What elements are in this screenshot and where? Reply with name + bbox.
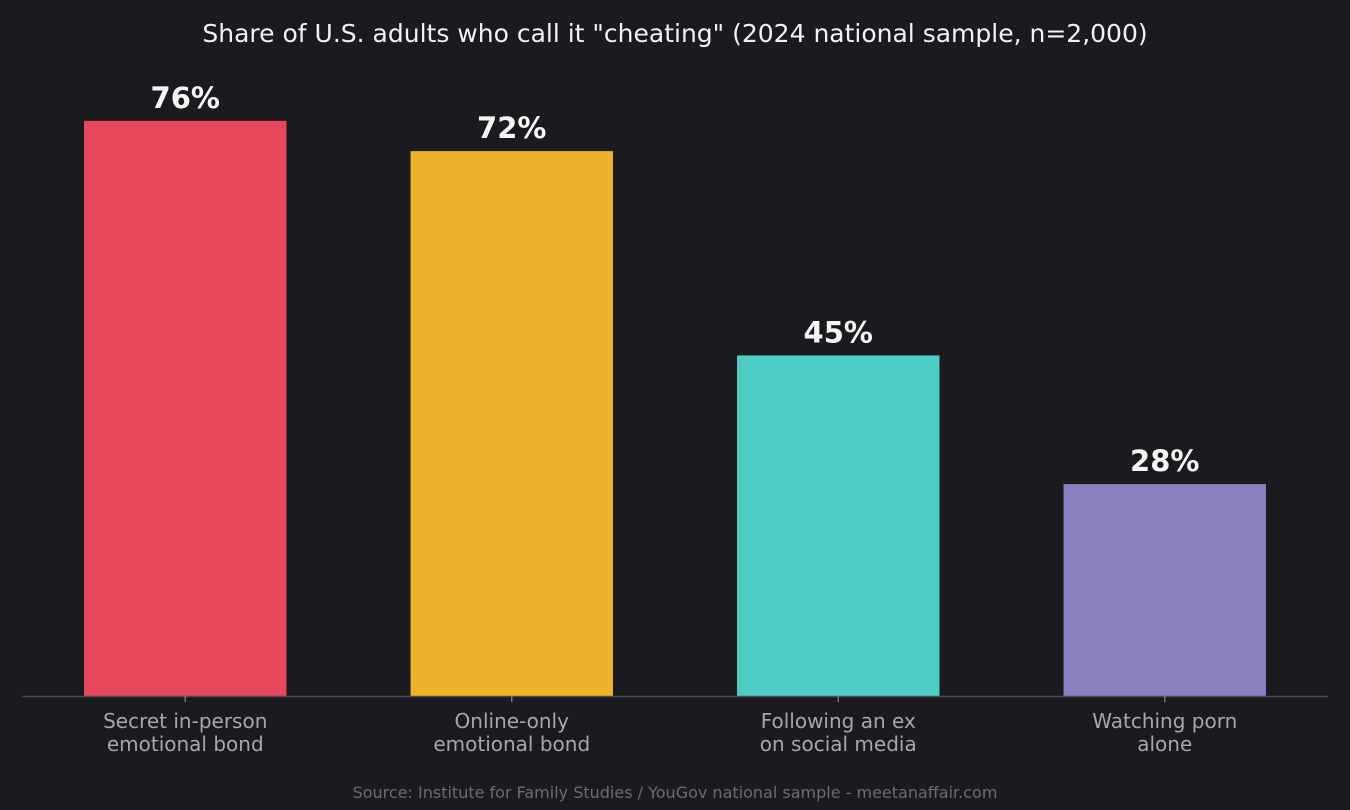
x-tick-label-line: Secret in-person xyxy=(103,709,267,733)
x-tick-label-3: Following an ex on social media xyxy=(760,709,917,756)
bar-value-label-2: 72% xyxy=(477,111,546,145)
x-tick-label-line: Online-only xyxy=(455,709,570,733)
x-tick-label-1: Secret in-person emotional bond xyxy=(103,709,267,756)
x-tick-label-4: Watching porn alone xyxy=(1092,709,1237,756)
x-tick-label-line: Following an ex xyxy=(761,709,916,733)
x-tick-label-2: Online-only emotional bond xyxy=(433,709,590,756)
bar-value-label-3: 45% xyxy=(804,315,873,349)
bar-4 xyxy=(1063,484,1266,696)
bar-1 xyxy=(84,120,287,696)
chart-title: Share of U.S. adults who call it "cheati… xyxy=(202,19,1147,48)
x-tick-label-line: emotional bond xyxy=(433,732,590,756)
chart-source: Source: Institute for Family Studies / Y… xyxy=(353,783,998,802)
bar-value-label-4: 28% xyxy=(1130,444,1199,478)
x-axis-ticks: Secret in-person emotional bondOnline-onl… xyxy=(103,696,1237,756)
bar-value-label-1: 76% xyxy=(151,81,220,115)
bar-2 xyxy=(410,151,613,696)
bar-3 xyxy=(737,355,940,696)
x-tick-label-line: Watching porn xyxy=(1092,709,1237,733)
x-tick-label-line: alone xyxy=(1137,732,1192,756)
x-tick-label-line: on social media xyxy=(760,732,917,756)
x-tick-label-line: emotional bond xyxy=(107,732,264,756)
bars-group: 76% 72% 45% 28% xyxy=(84,81,1266,696)
